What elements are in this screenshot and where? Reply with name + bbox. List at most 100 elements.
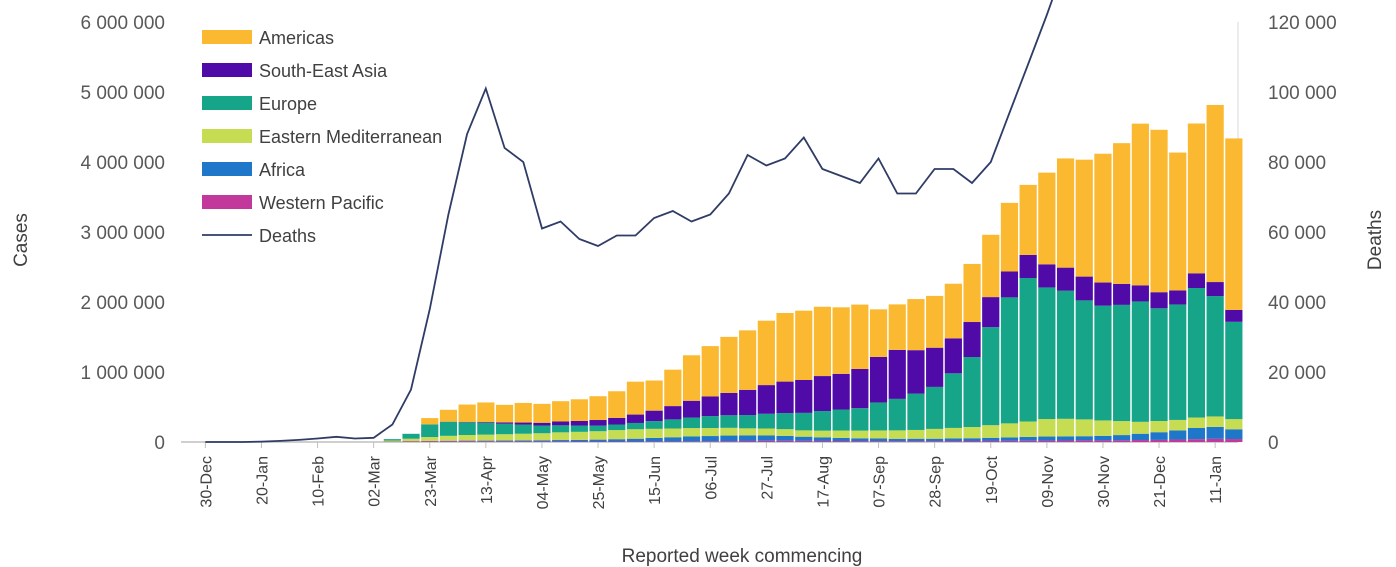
bar-americas: [982, 234, 1000, 298]
bar-western-pacific: [458, 441, 476, 442]
bar-africa: [533, 440, 551, 442]
bar-eastern-mediterranean: [682, 428, 701, 437]
x-tick-label: 20-Jan: [254, 456, 271, 505]
bar-western-pacific: [682, 441, 701, 442]
bar-south-east-asia: [608, 417, 626, 425]
bar-europe: [963, 357, 981, 428]
bar-eastern-mediterranean: [982, 425, 1000, 438]
bar-south-east-asia: [926, 347, 944, 387]
bar-africa: [477, 440, 495, 442]
bar-americas: [926, 295, 944, 348]
x-tick-label: 07-Sep: [872, 456, 889, 508]
bar-south-east-asia: [495, 422, 514, 424]
bar-africa: [570, 439, 588, 442]
bar-americas: [1225, 138, 1243, 310]
bar-eastern-mediterranean: [383, 440, 401, 442]
bar-americas: [1075, 159, 1093, 277]
bar-americas: [739, 330, 757, 390]
bar-americas: [533, 403, 551, 423]
bar-europe: [1075, 300, 1093, 420]
bar-western-pacific: [926, 441, 944, 442]
bar-africa: [1225, 429, 1243, 440]
bar-south-east-asia: [907, 350, 925, 394]
bar-americas: [514, 402, 532, 423]
bar-south-east-asia: [1187, 273, 1206, 288]
bar-eastern-mediterranean: [402, 438, 420, 442]
bar-americas: [552, 401, 570, 422]
bar-europe: [608, 424, 626, 431]
bar-south-east-asia: [682, 400, 701, 418]
bar-eastern-mediterranean: [458, 435, 476, 441]
bar-europe: [869, 402, 888, 431]
bar-americas: [682, 355, 701, 401]
bar-americas: [1000, 202, 1019, 272]
bar-eastern-mediterranean: [589, 431, 607, 440]
bar-eastern-mediterranean: [1038, 419, 1056, 437]
legend-label: Western Pacific: [259, 193, 384, 213]
bar-africa: [1075, 436, 1093, 441]
bar-western-pacific: [851, 441, 869, 442]
bar-eastern-mediterranean: [1206, 416, 1224, 427]
bar-south-east-asia: [514, 422, 532, 425]
bar-western-pacific: [402, 441, 420, 442]
x-tick-label: 15-Jun: [647, 456, 664, 505]
bar-africa: [1000, 437, 1019, 441]
bar-western-pacific: [869, 441, 888, 442]
bar-europe: [1206, 296, 1224, 417]
y-right-tick-label: 20 000: [1268, 363, 1326, 384]
bar-europe: [1019, 277, 1037, 422]
bar-eastern-mediterranean: [1131, 421, 1149, 434]
y-right-tick-label: 80 000: [1268, 153, 1326, 174]
legend-label: Eastern Mediterranean: [259, 127, 442, 147]
bar-south-east-asia: [776, 381, 794, 414]
y-right-tick-label: 100 000: [1268, 83, 1337, 104]
bar-europe: [383, 439, 401, 441]
bar-europe: [1113, 304, 1131, 422]
bar-europe: [1187, 288, 1206, 418]
x-tick-label: 11-Jan: [1208, 456, 1225, 504]
bar-americas: [851, 304, 869, 369]
y-tick-label: 0: [154, 433, 165, 454]
bar-europe: [776, 413, 794, 430]
bar-europe: [813, 411, 832, 431]
bar-south-east-asia: [1056, 267, 1075, 291]
bar-eastern-mediterranean: [645, 428, 663, 438]
bar-eastern-mediterranean: [1019, 421, 1037, 437]
bar-africa: [795, 436, 813, 441]
x-axis-title: Reported week commencing: [622, 546, 863, 567]
bar-eastern-mediterranean: [664, 428, 682, 438]
bar-western-pacific: [776, 440, 794, 442]
legend-swatch: [202, 30, 252, 44]
bar-eastern-mediterranean: [570, 431, 588, 440]
bar-south-east-asia: [1150, 292, 1168, 309]
bar-europe: [944, 373, 962, 428]
bar-americas: [1094, 153, 1112, 283]
bar-europe: [1056, 290, 1075, 419]
bar-americas: [832, 307, 850, 374]
bar-eastern-mediterranean: [851, 430, 869, 439]
bar-europe: [1000, 297, 1019, 424]
y-tick-label: 6 000 000: [80, 13, 165, 34]
x-tick-label: 09-Nov: [1040, 456, 1057, 508]
bar-americas: [813, 306, 832, 377]
bar-americas: [1113, 143, 1131, 284]
bar-eastern-mediterranean: [907, 429, 925, 439]
bar-western-pacific: [1187, 439, 1206, 442]
bar-eastern-mediterranean: [1187, 417, 1206, 428]
legend-label: Deaths: [259, 226, 316, 246]
bar-africa: [608, 439, 626, 442]
x-tick-label: 04-May: [535, 456, 552, 509]
bar-europe: [626, 422, 645, 430]
bar-western-pacific: [1150, 439, 1168, 442]
bar-south-east-asia: [1075, 276, 1093, 301]
bar-western-pacific: [514, 441, 532, 442]
bar-western-pacific: [795, 440, 813, 442]
bar-western-pacific: [963, 441, 981, 442]
bar-western-pacific: [720, 441, 738, 442]
bar-europe: [664, 419, 682, 429]
bar-eastern-mediterranean: [495, 434, 514, 441]
bar-eastern-mediterranean: [477, 434, 495, 441]
bar-eastern-mediterranean: [1056, 418, 1075, 437]
bar-africa: [701, 436, 719, 442]
bar-eastern-mediterranean: [439, 435, 458, 441]
